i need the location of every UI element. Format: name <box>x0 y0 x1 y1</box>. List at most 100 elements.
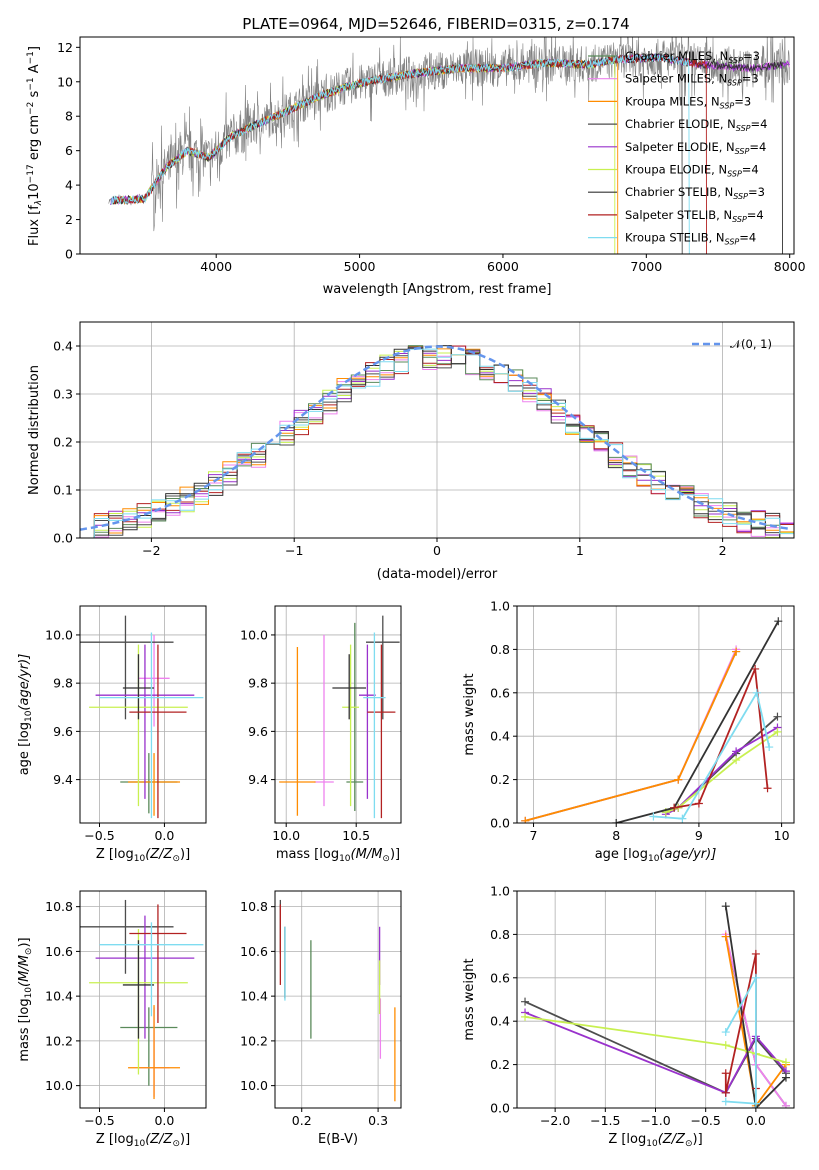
x-tick-label: −0.5 <box>84 1113 114 1128</box>
y-tick-label: 0.4 <box>53 339 73 354</box>
weight-marker <box>521 816 530 823</box>
legend-entry-text: Salpeter MILES, N <box>625 72 727 86</box>
x-axis-label-part: 10 <box>339 854 351 864</box>
axes-frame <box>274 890 402 1109</box>
errorbar-point <box>366 615 400 720</box>
model-spectrum-line <box>111 53 690 254</box>
x-axis-label-part: )] <box>180 847 190 862</box>
y-tick-label: 10.6 <box>240 944 268 959</box>
y-axis-label-part: −1 <box>26 77 36 90</box>
errorbar-point <box>80 899 174 974</box>
x-axis-label-part: 10 <box>134 854 146 864</box>
errorbar-point <box>99 922 204 1017</box>
weight-marker <box>678 814 687 823</box>
weight-marker <box>732 756 741 765</box>
weight-marker <box>721 1097 730 1106</box>
age-vs-metallicity-panel: −0.5 0.09.49.69.810.0Z [log10(Z/Z⊙)]age [… <box>17 605 207 864</box>
x-tick-label: −1 <box>285 543 303 558</box>
errorbar-point <box>122 940 155 1039</box>
weight-marker <box>774 617 783 626</box>
x-tick-label: 8 <box>612 828 620 843</box>
weight-marker <box>773 712 782 721</box>
legend-entry: Kroupa ELODIE, NSSP=4 <box>625 163 759 179</box>
y-tick-label: 0.0 <box>490 1101 510 1116</box>
axes-frame <box>79 36 795 255</box>
residual-histogram-panel: −2 −1 0 1 2 0.0 0.1 0.2 0.3 0.4 (data-model)/error… <box>27 321 795 582</box>
errorbar-point <box>332 654 366 720</box>
y-axis-label-part: −2 <box>26 102 36 115</box>
y-tick-label: 0.8 <box>490 927 510 942</box>
x-tick-label: 6000 <box>487 259 519 274</box>
legend-entry-text: Salpeter ELODIE, N <box>625 140 735 154</box>
figure-title: PLATE=0964, MJD=52646, FIBERID=0315, z=0… <box>242 15 629 33</box>
x-axis-label: (data-model)/error <box>377 567 498 582</box>
legend-entry-text: Kroupa STELIB, N <box>625 231 725 245</box>
y-tick-label: 10.0 <box>45 627 73 642</box>
legend-entry-text: Chabrier STELIB, N <box>625 185 733 199</box>
errorbars <box>279 899 396 1102</box>
legend-entry-text: Chabrier ELODIE, N <box>625 117 736 131</box>
y-tick-label: 0.2 <box>490 1057 510 1072</box>
x-axis-label: mass [log10(M/M⊙)] <box>276 847 400 864</box>
y-axis-label-part: (age/yr)] <box>17 654 32 711</box>
legend-entry: Chabrier MILES, NSSP=3 <box>625 49 760 65</box>
legend-entry-sub: SSP <box>735 147 750 156</box>
y-axis-label-part: age [log <box>17 722 32 775</box>
x-axis-label-part: )] <box>693 1132 703 1147</box>
errorbar-point <box>138 634 170 727</box>
x-axis-label-part: mass [log <box>276 847 339 862</box>
errorbar-point <box>314 634 334 807</box>
legend-entry-sub: SSP <box>733 192 748 201</box>
axes-frame <box>274 605 402 824</box>
weight-line <box>673 668 769 809</box>
y-axis-label: Normed distribution <box>27 365 42 495</box>
errorbars <box>279 615 400 819</box>
errorbar-point <box>99 632 204 819</box>
weight-line <box>524 1016 787 1064</box>
weight-line <box>665 726 778 816</box>
weight-marker <box>694 799 703 808</box>
x-tick-label: 0.0 <box>746 1113 766 1128</box>
legend-entry-sub: SSP <box>727 170 742 179</box>
y-tick-label: 10.6 <box>45 944 73 959</box>
x-axis-label: Z [log10(Z/Z⊙)] <box>608 1132 702 1149</box>
y-tick-label: 0.6 <box>490 970 510 985</box>
y-tick-label: 1.0 <box>490 599 510 614</box>
y-axis-label-part: A <box>27 64 42 77</box>
y-axis-label-part: −1 <box>26 51 36 64</box>
mass-weight-vs-metallicity-panel: −2.0 −1.5 −1.0 −0.5 0.0 0.0 0.2 0.4 0.6 0.8 1.0 Z [… <box>462 884 795 1149</box>
weight-marker <box>612 819 621 823</box>
y-tick-label: 0.4 <box>490 729 510 744</box>
weight-marker <box>721 1088 730 1097</box>
x-axis-label-part: (age/yr)] <box>659 847 716 862</box>
errorbar-point <box>95 915 195 1039</box>
errorbar-point <box>346 622 364 811</box>
x-tick-label: −1.0 <box>640 1113 670 1128</box>
y-tick-label: 8 <box>65 109 73 124</box>
legend-entry: Salpeter ELODIE, NSSP=4 <box>625 140 766 156</box>
y-tick-label: 9.8 <box>53 676 73 691</box>
spectrum-lines <box>108 37 790 254</box>
errorbar-point <box>95 644 195 799</box>
x-tick-label: −0.5 <box>691 1113 721 1128</box>
x-tick-label: 10 <box>774 828 790 843</box>
weight-marker <box>721 902 730 911</box>
legend-entry-sub: SSP <box>728 56 743 65</box>
y-tick-label: 10.4 <box>240 989 268 1004</box>
axes-frame <box>516 605 795 824</box>
weight-marker <box>765 743 774 752</box>
x-axis-label-part: Z [log <box>96 847 134 862</box>
weight-marker <box>781 1101 790 1108</box>
x-tick-label: 7000 <box>630 259 662 274</box>
errorbar-point <box>80 615 174 720</box>
errorbar-point <box>367 644 396 819</box>
weight-marker <box>732 647 741 656</box>
y-axis-label-part: ⊙ <box>24 948 34 956</box>
legend-entry: Chabrier STELIB, NSSP=3 <box>625 185 765 201</box>
weight-marker <box>751 1099 760 1108</box>
errorbar-point <box>129 904 187 1023</box>
x-tick-label: −1.5 <box>590 1113 620 1128</box>
y-axis-label: mass [log10(M/M⊙)] <box>17 937 34 1061</box>
normal-distribution-curve <box>80 345 792 531</box>
